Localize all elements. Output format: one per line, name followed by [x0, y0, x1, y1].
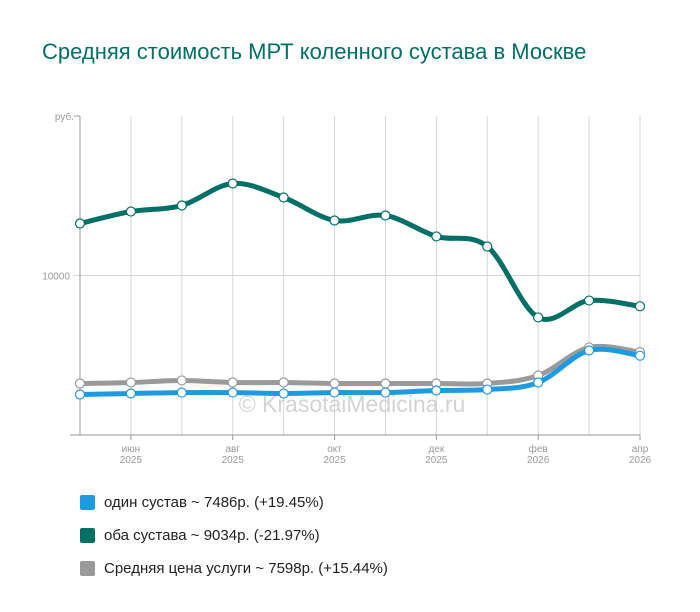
x-tick-year: 2026 — [527, 455, 550, 466]
data-point — [74, 378, 86, 389]
data-point — [176, 387, 187, 398]
legend-swatch — [80, 528, 95, 543]
line-chart: 10000руб.июн2025авг2025окт2025дек2025фев… — [42, 111, 652, 466]
x-tick-month: июн — [122, 444, 141, 455]
x-tick-month: дек — [428, 444, 444, 455]
legend-item-both-joints[interactable]: оба сустава ~ 9034р. (-21.97%) — [80, 519, 388, 552]
x-tick-year: 2025 — [323, 455, 346, 466]
data-point — [533, 312, 544, 323]
data-point — [482, 241, 493, 252]
legend-item-average[interactable]: Средняя цена услуги ~ 7598р. (+15.44%) — [80, 552, 388, 585]
data-point — [227, 178, 238, 189]
legend-swatch — [80, 495, 95, 510]
y-axis-unit: руб. — [55, 111, 74, 123]
data-point — [533, 377, 544, 388]
data-point — [380, 378, 391, 389]
legend-label: Средняя цена услуги ~ 7598р. (+15.44%) — [104, 560, 388, 577]
x-tick-month: фев — [529, 443, 548, 455]
x-tick-month: апр — [632, 444, 649, 455]
x-tick-year: 2025 — [425, 455, 448, 466]
data-point — [227, 377, 238, 388]
legend-label: оба сустава ~ 9034р. (-21.97%) — [104, 527, 320, 544]
series-line-2 — [77, 343, 643, 387]
data-point — [380, 387, 391, 398]
data-point — [431, 385, 442, 396]
legend-label: один сустав ~ 7486р. (+19.45%) — [104, 494, 324, 511]
data-point — [583, 345, 595, 356]
data-point — [380, 210, 391, 221]
data-point — [125, 388, 137, 399]
data-point — [125, 377, 137, 388]
data-point — [227, 387, 238, 398]
data-point — [329, 215, 340, 226]
data-point — [278, 388, 289, 399]
data-point — [583, 295, 595, 306]
legend-swatch — [80, 561, 95, 576]
data-point — [482, 384, 493, 395]
data-point — [634, 350, 646, 361]
data-point — [74, 389, 86, 400]
x-tick-year: 2025 — [120, 455, 143, 466]
data-point — [278, 192, 289, 203]
x-tick-year: 2025 — [222, 455, 245, 466]
data-point — [278, 377, 289, 388]
data-point — [329, 378, 340, 389]
data-point — [176, 375, 187, 386]
data-point — [634, 301, 646, 312]
series-line-0 — [77, 346, 643, 397]
x-tick-month: окт — [327, 444, 342, 455]
legend: один сустав ~ 7486р. (+19.45%) оба суста… — [80, 486, 388, 585]
data-point — [431, 231, 442, 242]
data-point — [329, 387, 340, 398]
legend-item-one-joint[interactable]: один сустав ~ 7486р. (+19.45%) — [80, 486, 388, 519]
x-tick-year: 2026 — [629, 455, 652, 466]
data-point — [125, 206, 137, 217]
data-point — [176, 200, 187, 211]
data-point — [74, 218, 86, 229]
series-line-1 — [77, 180, 643, 322]
x-tick-month: авг — [225, 444, 240, 455]
chart-title: Средняя стоимость МРТ коленного сустава … — [42, 39, 587, 64]
y-tick-label: 10000 — [42, 272, 70, 283]
